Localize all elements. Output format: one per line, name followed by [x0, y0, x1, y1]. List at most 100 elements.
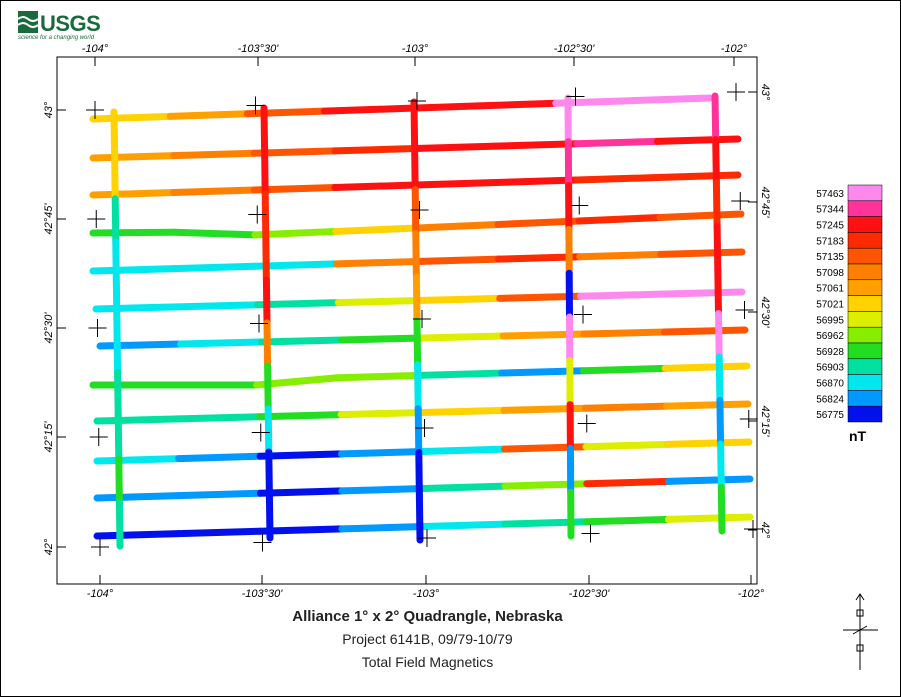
- tie-line-segment: [264, 405, 273, 456]
- legend-swatch: [847, 184, 883, 202]
- graticule-cross: [89, 428, 108, 446]
- tie-line-segment: [114, 368, 122, 420]
- flight-line-segment: [475, 99, 560, 110]
- north-arrow-icon: [843, 593, 878, 670]
- tie-line-segment: [717, 440, 725, 491]
- legend-swatch: [847, 263, 883, 281]
- tie-line-segment: [415, 492, 424, 544]
- usgs-logo-text: USGS: [40, 11, 101, 36]
- legend-swatch: [847, 326, 883, 344]
- flight-line-segment: [657, 248, 746, 258]
- tie-line-segment: [715, 353, 724, 404]
- tie-line-segment: [412, 229, 420, 281]
- legend-swatch: [847, 279, 883, 296]
- graticule-cross: [248, 205, 267, 224]
- tie-line-segment: [717, 484, 726, 535]
- legend-value-label: 57061: [816, 284, 844, 295]
- graticule-cross: [251, 423, 270, 442]
- flight-line-segment: [420, 482, 509, 492]
- flight-line-segment: [177, 338, 265, 348]
- flight-line-segment: [257, 336, 346, 346]
- flight-line-segment: [660, 326, 749, 336]
- tie-line-segment: [260, 104, 269, 155]
- flight-line-segment: [582, 440, 671, 451]
- flight-line-segment: [338, 523, 427, 533]
- map-subtitle: Project 6141B, 09/79-10/79: [342, 631, 513, 647]
- flight-line-segment: [492, 176, 581, 186]
- tie-line-segment: [112, 238, 120, 290]
- flight-line-segment: [170, 186, 258, 196]
- tie-line-segment: [262, 233, 270, 284]
- flight-line-segment: [332, 258, 421, 268]
- legend-value-label: 57021: [816, 300, 844, 311]
- graticule-cross: [744, 520, 762, 538]
- bottom-lon-label: -102°: [738, 588, 765, 600]
- bottom-lon-label: -103°30': [242, 588, 284, 600]
- flight-line-segment: [419, 332, 507, 342]
- flight-line-segment: [332, 224, 421, 235]
- tie-line-segment: [414, 405, 423, 456]
- flight-line-segment: [93, 492, 183, 502]
- flight-line-segment: [583, 477, 672, 488]
- bottom-lon-label: -104°: [87, 588, 114, 600]
- flight-line-segment: [89, 265, 178, 275]
- flight-line-segment: [412, 142, 500, 152]
- flight-line-segment: [320, 105, 405, 115]
- flight-line-segment: [338, 334, 426, 344]
- flight-line-segment: [96, 340, 185, 350]
- legend-swatch: [847, 390, 883, 407]
- legend-value-label: 57098: [816, 268, 844, 279]
- graticule-cross: [727, 83, 745, 101]
- legend-value-label: 57183: [816, 236, 844, 247]
- flight-line-segment: [89, 189, 178, 199]
- graticule-cross: [413, 310, 431, 328]
- left-lat-label: 42°: [43, 538, 55, 555]
- legend-value-label: 56824: [816, 394, 844, 405]
- graticule-cross: [410, 201, 429, 219]
- legend-unit: nT: [849, 428, 867, 444]
- flight-line-segment: [173, 301, 261, 311]
- map-subtitle-2: Total Field Magnetics: [361, 654, 494, 670]
- graticule-cross: [91, 538, 109, 556]
- graticule-cross: [246, 96, 265, 115]
- flight-lines: [89, 92, 754, 550]
- graticule-cross: [88, 319, 107, 337]
- graticule-cross: [577, 414, 596, 433]
- graticule-crosses: [86, 83, 762, 556]
- top-lon-label: -104°: [82, 43, 109, 55]
- graticule-cross: [418, 529, 436, 547]
- axis-ticks: [57, 57, 757, 584]
- flight-line-segment: [334, 297, 423, 307]
- legend-value-label: 56995: [816, 315, 844, 326]
- color-legend: 57463 57344 57245 57183 57135 57098 57061 57021…: [816, 184, 883, 423]
- flight-line-segment: [256, 525, 346, 535]
- tie-line-segment: [712, 136, 720, 187]
- flight-line-segment: [89, 228, 178, 237]
- flight-line-segment: [93, 530, 183, 540]
- legend-swatch: [847, 358, 883, 375]
- flight-line-segment: [419, 445, 508, 455]
- legend-value-label: 56903: [816, 363, 844, 374]
- flight-line-segment: [170, 228, 259, 239]
- flight-line-segment: [254, 299, 342, 309]
- graticule-cross: [415, 419, 434, 437]
- tie-line-segment: [415, 448, 423, 500]
- flight-line-segment: [575, 213, 664, 225]
- flight-line-segment: [331, 181, 419, 191]
- flight-line-segment: [414, 255, 503, 265]
- tie-line-segment: [115, 499, 124, 550]
- flight-line-segment: [256, 411, 345, 421]
- tie-line-segment: [411, 186, 420, 237]
- legend-swatch: [847, 405, 883, 423]
- flight-line-segment: [92, 303, 181, 313]
- flight-line-segment: [664, 438, 753, 448]
- graticule-cross: [581, 524, 600, 543]
- flight-line-segment: [175, 452, 264, 463]
- bottom-lon-label: -102°30': [569, 588, 611, 600]
- left-lat-label: 42°15': [43, 421, 55, 453]
- flight-line-segment: [653, 171, 742, 181]
- tie-line-segment: [714, 266, 722, 317]
- flight-line-segment: [166, 110, 251, 120]
- legend-swatch: [847, 200, 883, 217]
- tie-line-segment: [262, 276, 271, 327]
